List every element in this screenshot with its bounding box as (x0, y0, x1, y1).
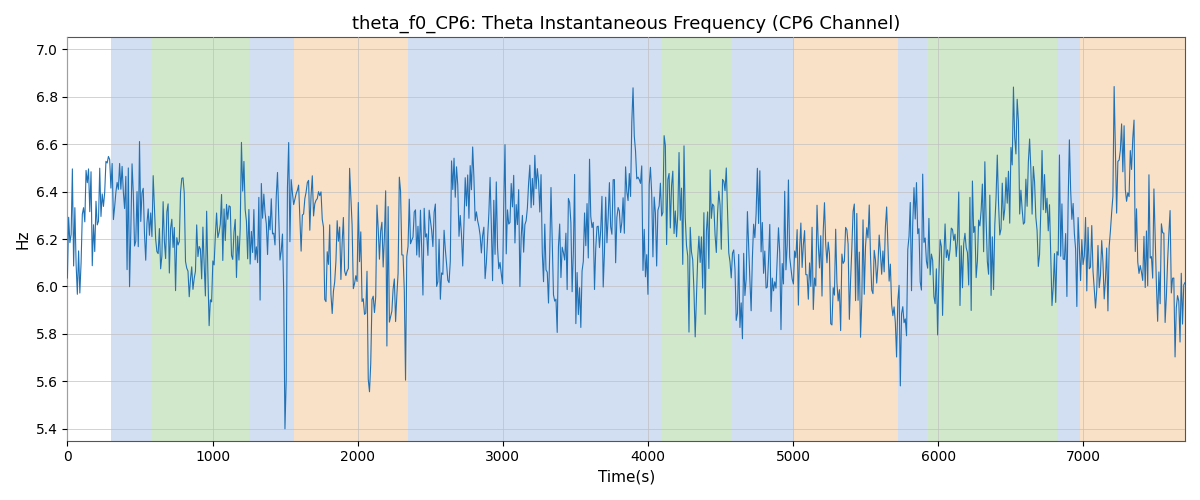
Bar (248, 38, 294, 440)
Bar (408, 38, 662, 440)
Bar (793, 38, 898, 440)
Bar (898, 38, 926, 440)
Bar (1057, 38, 1080, 440)
Title: theta_f0_CP6: Theta Instantaneous Frequency (CP6 Channel): theta_f0_CP6: Theta Instantaneous Freque… (352, 15, 900, 34)
Bar (294, 38, 408, 440)
Bar (151, 38, 248, 440)
Bar (110, 38, 151, 440)
Bar (732, 38, 793, 440)
Bar (926, 38, 1057, 440)
X-axis label: Time(s): Time(s) (598, 470, 655, 485)
Y-axis label: Hz: Hz (16, 230, 30, 249)
Bar (662, 38, 732, 440)
Bar (1080, 38, 1184, 440)
